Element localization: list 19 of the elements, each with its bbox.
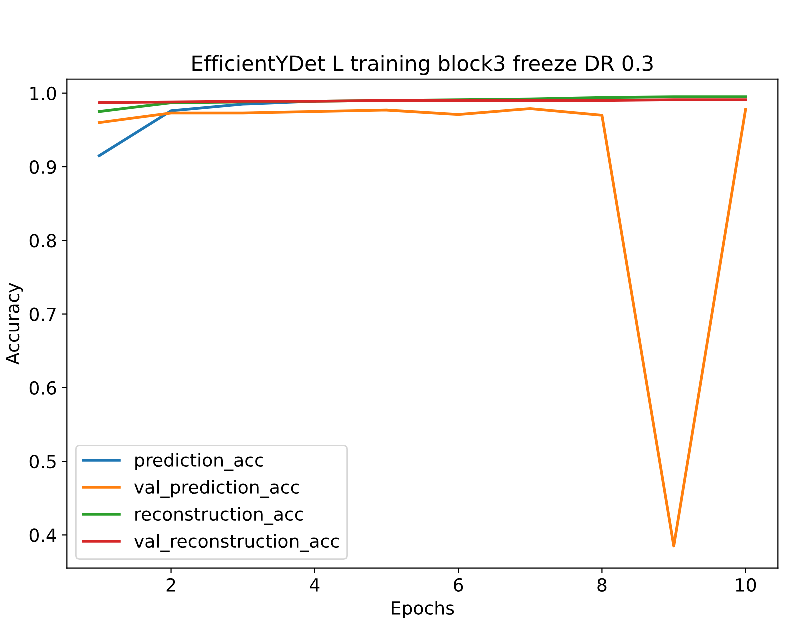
x-axis-title: Epochs	[392, 601, 454, 619]
y-tick-label: 0.8	[30, 234, 56, 248]
x-tick-label: 10	[736, 578, 756, 592]
legend-label: val_prediction_acc	[134, 480, 300, 498]
y-tick-label: 0.9	[30, 160, 56, 174]
y-tick-label: 0.6	[30, 381, 56, 396]
chart-title: EfficientYDet L training block3 freeze DR 0.3	[192, 55, 653, 76]
legend-label: prediction_acc	[136, 453, 264, 472]
x-tick-label: 4	[310, 578, 320, 592]
y-tick-label: 0.5	[30, 455, 56, 469]
legend-label: val_reconstruction_acc	[134, 534, 339, 552]
x-tick-label: 2	[166, 578, 176, 592]
y-tick-label: 0.4	[30, 528, 56, 542]
y-tick-label: 0.7	[30, 308, 56, 322]
x-tick-label: 8	[598, 578, 607, 592]
legend-label: reconstruction_acc	[136, 507, 304, 526]
y-axis-title: Accuracy	[6, 283, 24, 365]
y-tick-label: 1.0	[30, 86, 56, 100]
x-tick-label: 6	[454, 578, 464, 592]
